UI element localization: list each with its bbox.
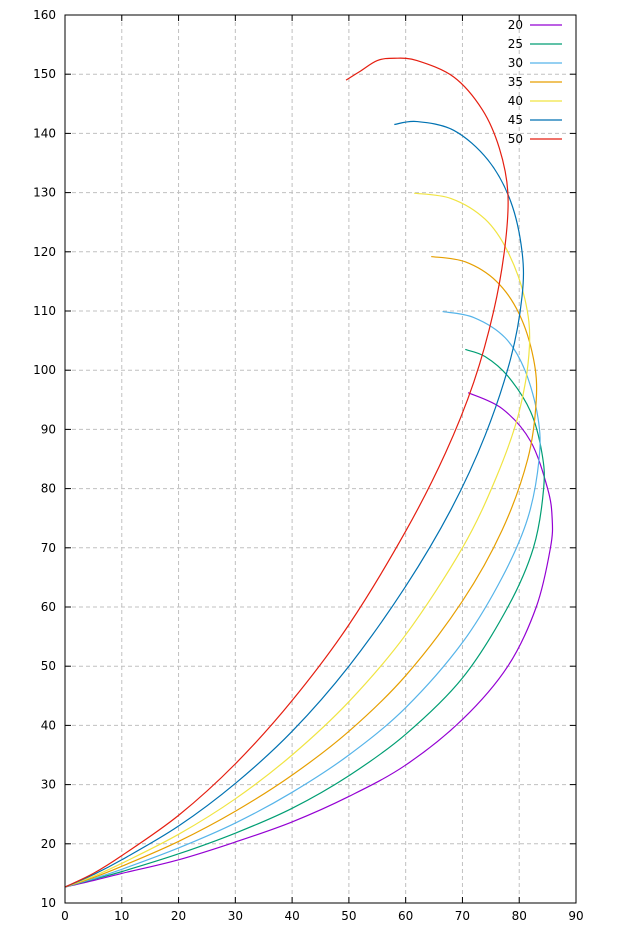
series-line-40 — [64, 192, 531, 888]
y-tick-label: 60 — [41, 600, 56, 614]
y-tick-label: 150 — [33, 67, 56, 81]
y-tick-label: 90 — [41, 422, 56, 436]
x-tick-label: 40 — [284, 909, 299, 923]
y-tick-label: 140 — [33, 126, 56, 140]
y-tick-label: 50 — [41, 659, 56, 673]
x-tick-label: 20 — [171, 909, 186, 923]
series-line-35 — [64, 255, 538, 888]
series-line-45 — [64, 120, 525, 888]
legend-label-45: 45 — [508, 113, 523, 127]
y-tick-label: 80 — [41, 482, 56, 496]
grid — [65, 15, 576, 903]
x-tick-label: 0 — [61, 909, 69, 923]
legend-label-35: 35 — [508, 75, 523, 89]
y-tick-label: 110 — [33, 304, 56, 318]
series-line-25 — [64, 348, 545, 888]
legend-label-20: 20 — [508, 18, 523, 32]
x-tick-label: 90 — [568, 909, 583, 923]
legend-label-40: 40 — [508, 94, 523, 108]
y-tick-label: 100 — [33, 363, 56, 377]
x-tick-label: 60 — [398, 909, 413, 923]
y-tick-label: 160 — [33, 8, 56, 22]
x-tick-label: 50 — [341, 909, 356, 923]
y-tick-label: 130 — [33, 186, 56, 200]
x-tick-label: 80 — [512, 909, 527, 923]
x-tick-label: 10 — [114, 909, 129, 923]
legend: 20 25 30 35 40 45 50 — [508, 18, 562, 146]
x-tick-label: 70 — [455, 909, 470, 923]
series-line-20 — [64, 392, 554, 888]
plot-frame — [64, 14, 577, 904]
y-tick-label: 20 — [41, 837, 56, 851]
y-tick-label: 120 — [33, 245, 56, 259]
axis-ticks: 0 10 20 30 40 50 60 70 80 90 10 20 30 40 50 60 70 80 90 100… — [33, 8, 584, 923]
series-lines — [64, 57, 554, 888]
x-tick-label: 30 — [228, 909, 243, 923]
y-tick-label: 10 — [41, 896, 56, 910]
y-tick-label: 70 — [41, 541, 56, 555]
legend-label-50: 50 — [508, 132, 523, 146]
series-line-30 — [64, 310, 541, 888]
legend-label-25: 25 — [508, 37, 523, 51]
y-tick-label: 40 — [41, 718, 56, 732]
series-line-50 — [64, 57, 509, 888]
y-tick-label: 30 — [41, 778, 56, 792]
legend-label-30: 30 — [508, 56, 523, 70]
